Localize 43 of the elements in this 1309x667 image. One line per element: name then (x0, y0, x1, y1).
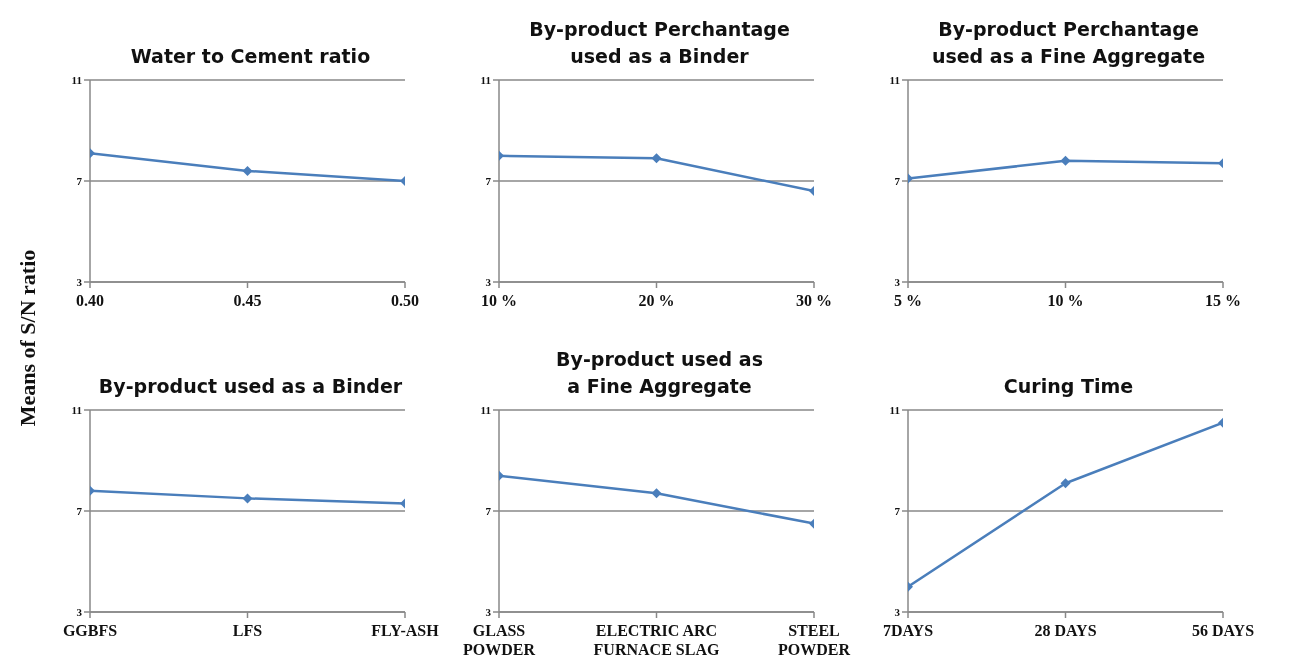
x-tick-label: GLASS POWDER (463, 622, 536, 658)
x-tick-label: 0.45 (233, 292, 262, 309)
x-tick-label: GGBFS (62, 622, 118, 639)
y-tick-label: 11 (71, 403, 82, 416)
y-tick-label: 11 (889, 403, 900, 416)
y-tick-label: 11 (71, 73, 82, 86)
chart-title: By-product Perchantage used as a Fine Aggregate (931, 17, 1206, 69)
y-tick-label: 3 (894, 605, 901, 618)
y-tick-label: 7 (894, 504, 901, 517)
y-tick-label: 7 (485, 504, 492, 517)
y-tick-label: 7 (76, 504, 83, 517)
x-tick-label: FLY-ASH (371, 622, 440, 639)
x-tick-label: 10 % (481, 292, 517, 309)
x-tick-label: 15 % (1205, 292, 1241, 309)
chart-title: Water to Cement ratio (130, 44, 371, 69)
x-tick-label: 5 % (894, 292, 922, 309)
y-axis-title: Means of S/N ratio (15, 249, 41, 427)
chart-title: By-product used as a Fine Aggregate (556, 347, 763, 399)
x-tick-label: LFS (232, 622, 263, 639)
x-tick-label: 0.50 (391, 292, 419, 309)
chart-title: By-product used as a Binder (98, 374, 403, 399)
chart-title: By-product Perchantage used as a Binder (529, 17, 790, 69)
y-tick-label: 11 (889, 73, 900, 86)
y-tick-label: 3 (76, 275, 83, 288)
x-tick-label: STEEL POWDER (778, 622, 851, 658)
x-tick-label: 28 DAYS (1034, 622, 1097, 639)
x-tick-label: 56 DAYS (1191, 622, 1255, 639)
y-tick-label: 7 (894, 174, 901, 187)
x-tick-label: 10 % (1047, 292, 1084, 309)
y-tick-label: 3 (485, 605, 492, 618)
y-tick-label: 7 (76, 174, 83, 187)
y-tick-label: 11 (480, 73, 491, 86)
x-tick-label: ELECTRIC ARC FURNACE SLAG (593, 622, 720, 658)
y-tick-label: 3 (894, 275, 901, 288)
y-tick-label: 3 (76, 605, 83, 618)
x-tick-label: 30 % (796, 292, 832, 309)
chart-title: Curing Time (1003, 374, 1134, 399)
y-tick-label: 3 (485, 275, 492, 288)
x-tick-label: 7DAYS (882, 622, 934, 639)
x-tick-label: 0.40 (76, 292, 104, 309)
y-tick-label: 11 (480, 403, 491, 416)
y-tick-label: 7 (485, 174, 492, 187)
x-tick-label: 20 % (638, 292, 675, 309)
